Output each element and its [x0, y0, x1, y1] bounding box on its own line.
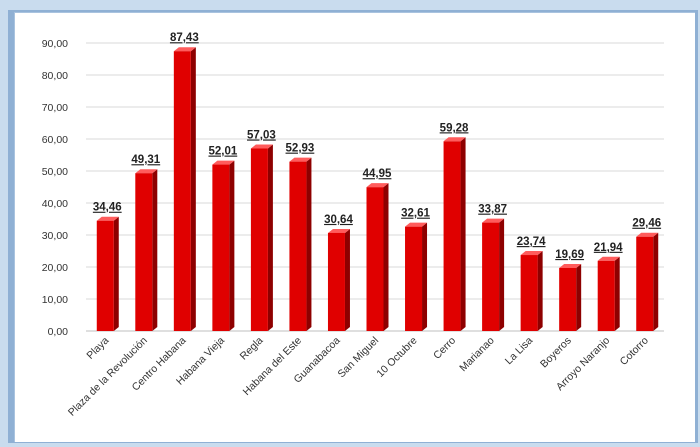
bar	[559, 263, 582, 331]
value-label: 52,01	[208, 146, 237, 158]
bar	[135, 169, 158, 331]
x-tick-label: 10 Octubre	[374, 335, 419, 380]
y-tick-label: 50,00	[42, 166, 68, 178]
y-tick-label: 30,00	[42, 230, 68, 242]
y-tick-label: 40,00	[42, 198, 68, 210]
value-label: 33,87	[478, 204, 507, 216]
value-label: 30,64	[324, 214, 353, 226]
x-tick-label: Regla	[238, 335, 266, 363]
chart-frame	[14, 12, 695, 442]
bar	[482, 218, 505, 331]
y-tick-label: 90,00	[42, 38, 68, 50]
bar	[250, 144, 273, 331]
x-tick-label: La Lisa	[503, 335, 536, 368]
value-label: 23,74	[517, 236, 546, 248]
value-label: 34,46	[93, 202, 122, 214]
y-tick-label: 60,00	[42, 134, 68, 146]
value-label: 87,43	[170, 32, 199, 44]
value-label: 59,28	[440, 122, 469, 134]
y-tick-label: 0,00	[48, 326, 69, 338]
x-tick-label: San Miguel	[335, 335, 381, 381]
bars	[96, 47, 659, 331]
value-label: 32,61	[401, 208, 430, 220]
y-tick-label: 10,00	[42, 294, 68, 306]
x-tick-label: Boyeros	[538, 335, 574, 371]
value-label: 52,93	[286, 143, 315, 155]
x-tick-label: Playa	[84, 335, 111, 362]
bar	[173, 47, 196, 331]
y-axis-ticks: 0,00 10,00 20,00 30,00 40,00 50,00 60,00 70,00 8…	[42, 38, 68, 338]
value-label: 49,31	[131, 154, 160, 166]
bar	[405, 222, 428, 331]
value-label: 44,95	[363, 168, 392, 180]
y-tick-label: 70,00	[42, 102, 68, 114]
bar	[597, 256, 620, 331]
bar	[636, 232, 659, 331]
value-labels: 34,46 49,31 87,43 52,01 57,03 52,93 30,64 44,95…	[93, 32, 661, 261]
value-label: 29,46	[632, 218, 661, 230]
bar	[212, 160, 235, 331]
value-label: 19,69	[555, 249, 584, 261]
bar	[96, 216, 119, 331]
x-tick-label: Cerro	[431, 335, 458, 362]
x-tick-label: Marianao	[457, 335, 497, 375]
value-label: 57,03	[247, 130, 276, 142]
bar	[366, 183, 389, 331]
value-label: 21,94	[594, 242, 623, 254]
bar	[289, 157, 312, 331]
bar	[443, 137, 466, 331]
bar	[327, 228, 350, 331]
bar	[520, 251, 543, 331]
y-tick-label: 20,00	[42, 262, 68, 274]
x-tick-label: Cotorro	[618, 335, 651, 368]
y-tick-label: 80,00	[42, 70, 68, 82]
